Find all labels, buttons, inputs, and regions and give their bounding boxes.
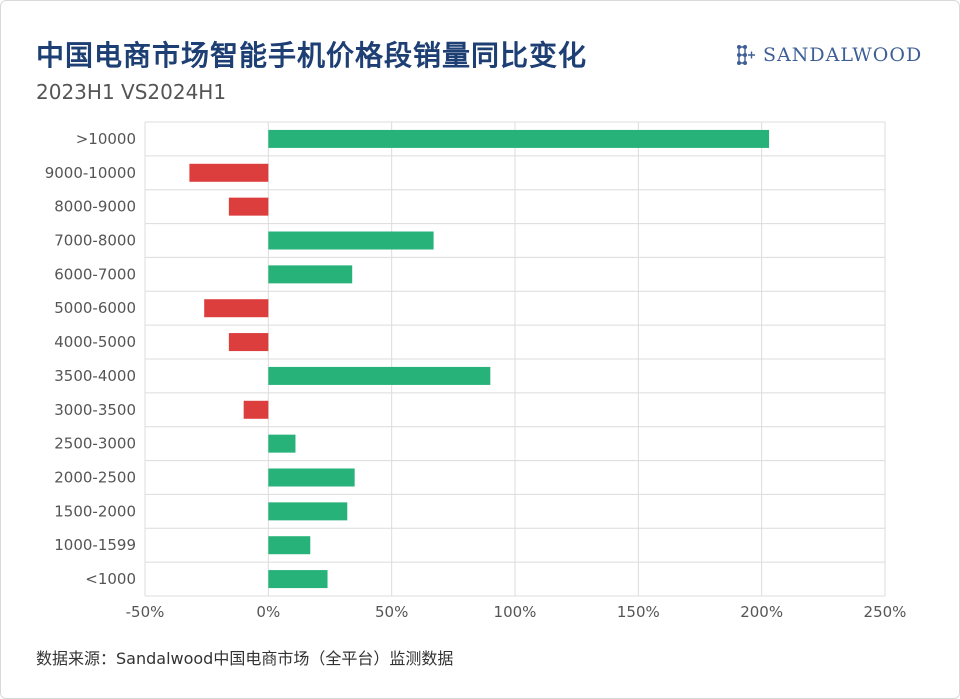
y-tick-label: 1000-1599 (54, 536, 136, 554)
x-tick-label: -50% (126, 603, 165, 621)
bar-5000-6000 (204, 299, 269, 318)
bar-8000-9000 (228, 197, 269, 216)
y-tick-label: 1500-2000 (54, 502, 136, 520)
x-tick-label: 200% (740, 603, 783, 621)
bar-2500-3000 (268, 434, 296, 453)
bar-9000-10000 (189, 163, 269, 182)
grid-layer (144, 121, 886, 597)
y-tick-label: 7000-8000 (54, 232, 136, 250)
bar-<1000 (268, 570, 328, 589)
y-tick-label: 9000-10000 (45, 164, 136, 182)
bar-2000-2500 (268, 468, 355, 487)
data-source-note: 数据来源：Sandalwood中国电商市场（全平台）监测数据 (36, 649, 454, 668)
brand-name: SANDALWOOD (763, 44, 923, 66)
y-tick-label: <1000 (85, 570, 136, 588)
y-tick-label: 2500-3000 (54, 435, 136, 453)
bar-3000-3500 (243, 400, 269, 419)
bar-4000-5000 (228, 333, 269, 352)
y-tick-label: 5000-6000 (54, 299, 136, 317)
y-tick-label: 3000-3500 (54, 401, 136, 419)
bar-layer (189, 129, 770, 589)
bar->10000 (268, 129, 770, 148)
y-tick-label: 8000-9000 (54, 198, 136, 216)
bar-3500-4000 (268, 366, 491, 385)
label-layer: -50% 0% 50% 100% 150% 200% 250% <1000 1000-1599 1… (45, 130, 907, 621)
sandalwood-logo-icon (737, 45, 755, 65)
y-tick-label: 4000-5000 (54, 333, 136, 351)
bar-7000-8000 (268, 231, 434, 250)
chart-title: 中国电商市场智能手机价格段销量同比变化 (36, 39, 588, 72)
bar-1000-1599 (268, 536, 311, 555)
y-tick-label: 6000-7000 (54, 265, 136, 283)
y-tick-label: 3500-4000 (54, 367, 136, 385)
x-tick-label: 50% (375, 603, 408, 621)
y-tick-label: 2000-2500 (54, 469, 136, 487)
x-tick-label: 150% (617, 603, 660, 621)
y-tick-label: >10000 (76, 130, 136, 148)
x-tick-label: 0% (256, 603, 280, 621)
bar-1500-2000 (268, 502, 348, 521)
chart-subtitle: 2023H1 VS2024H1 (36, 80, 227, 104)
bar-6000-7000 (268, 265, 353, 284)
brand-logo: SANDALWOOD (735, 42, 922, 68)
x-tick-label: 250% (864, 603, 907, 621)
x-tick-label: 100% (494, 603, 537, 621)
